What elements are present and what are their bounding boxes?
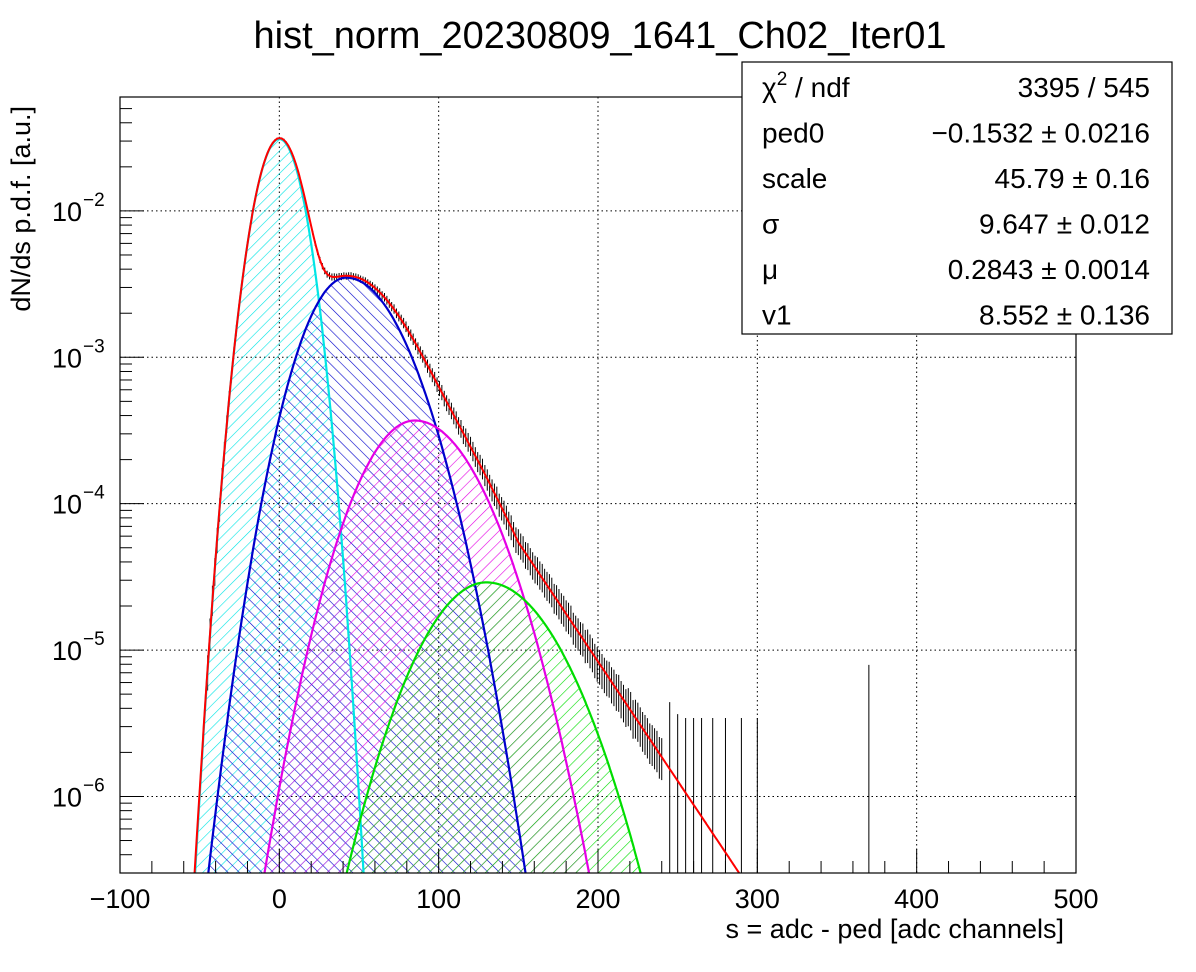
component-curve-3 (345, 581, 642, 873)
stats-box-frame (741, 61, 1173, 335)
y-tick-label: 10 (52, 636, 82, 666)
y-tick-exponent: −5 (83, 629, 105, 650)
x-tick-label: 500 (1053, 884, 1098, 914)
x-tick-label: −100 (90, 884, 151, 914)
y-axis-label: dN/ds p.d.f. [a.u.] (6, 106, 36, 312)
component-fill-3 (346, 582, 641, 873)
y-tick-label: 10 (52, 343, 82, 373)
stats-value: 0.2843 ± 0.0014 (948, 254, 1150, 285)
y-tick-label: 10 (52, 490, 82, 520)
stats-label: χ2 / ndf (762, 69, 850, 103)
y-tick-label: 10 (52, 197, 82, 227)
component-curve-2 (263, 419, 591, 873)
y-tick-exponent: −2 (83, 190, 105, 211)
stats-label: v1 (762, 300, 792, 331)
y-tick-exponent: −4 (83, 483, 105, 504)
stats-value: 8.552 ± 0.136 (979, 300, 1150, 331)
stats-label: σ (762, 209, 779, 240)
stats-value: 3395 / 545 (1018, 72, 1150, 103)
x-tick-label: 100 (416, 884, 461, 914)
x-tick-label: 300 (735, 884, 780, 914)
stats-box: χ2 / ndf 3395 / 545 ped0 −0.1532 ± 0.0216 sc… (741, 61, 1173, 335)
stats-value: 9.647 ± 0.012 (979, 209, 1150, 240)
stats-value: −0.1532 ± 0.0216 (931, 118, 1150, 149)
total-fit-curve (193, 137, 741, 873)
component-curve-1 (207, 276, 527, 873)
y-tick-label: 10 (52, 782, 82, 812)
stats-value: 45.79 ± 0.16 (995, 163, 1151, 194)
stats-label: scale (762, 163, 827, 194)
fit-curves (193, 137, 741, 873)
stats-label: ped0 (762, 118, 824, 149)
y-tick-exponent: −6 (83, 775, 105, 796)
x-axis-label: s = adc - ped [adc channels] (726, 914, 1064, 944)
y-tick-exponent: −3 (83, 336, 105, 357)
chart-title: hist_norm_20230809_1641_Ch02_Iter01 (254, 15, 947, 57)
x-tick-label: 200 (575, 884, 620, 914)
x-tick-label: 0 (272, 884, 287, 914)
component-fills (195, 139, 641, 873)
x-tick-label: 400 (894, 884, 939, 914)
stats-label: μ (762, 254, 778, 285)
